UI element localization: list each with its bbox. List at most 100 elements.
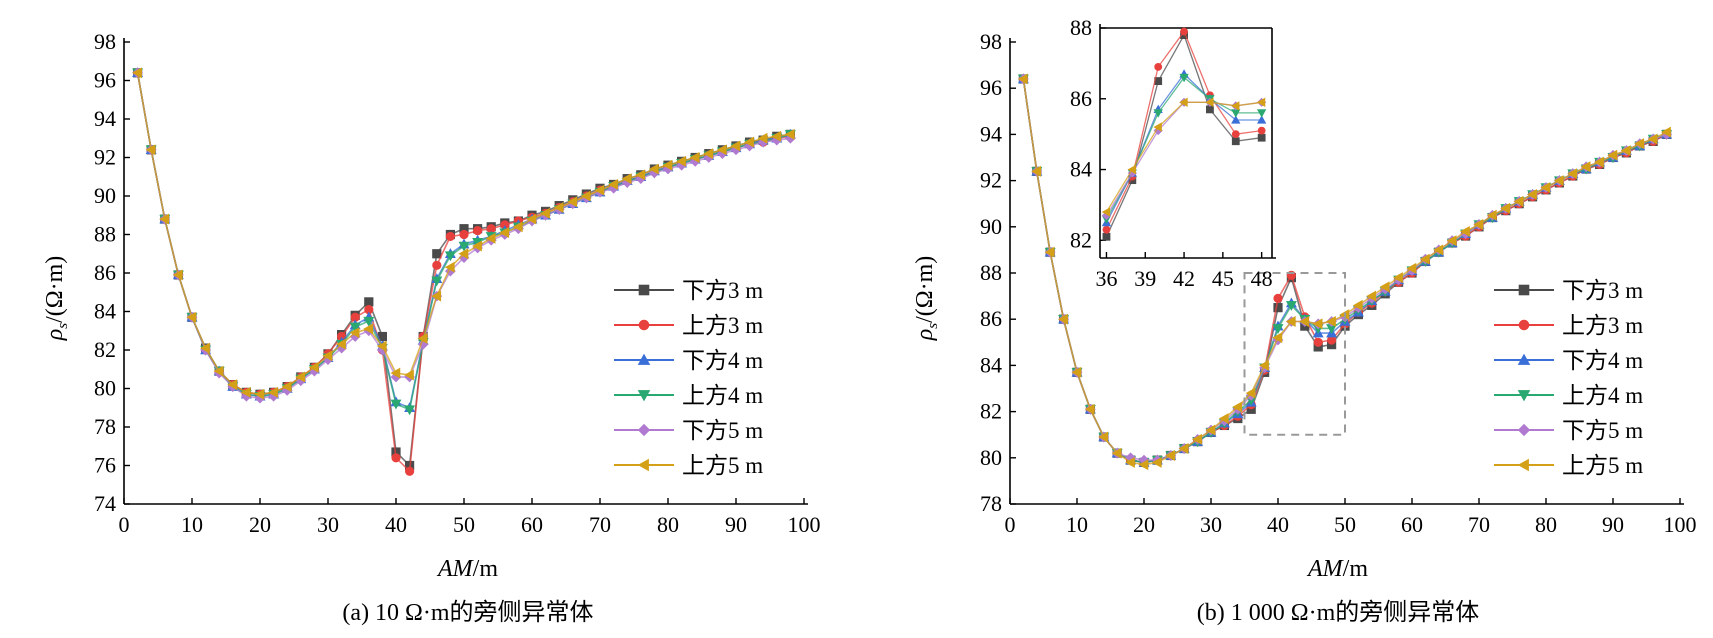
panel-a-data-point [444,261,455,273]
panel-a-data-point [417,332,428,344]
inset-tick-marks [1099,24,1276,259]
panel-a-data-point [391,453,401,463]
panel-a-y-tick-label: 80 [94,376,116,401]
panel-b-data-point [1486,209,1497,221]
panel-a-data-point [580,190,591,202]
panel-b-y-tick-label: 92 [980,168,1002,193]
panel-a-data-point [363,323,374,335]
inset-y-tick-label: 88 [1070,15,1092,40]
legend-label: 上方4 m [682,383,763,408]
panel-a-data-point [689,152,700,163]
legend-label: 上方5 m [682,453,763,478]
panel-a-y-tick-label: 90 [94,183,116,208]
legend-label: 下方3 m [1562,278,1643,303]
panel-b-zoom-box [1243,272,1346,436]
panel-a-x-tick-label: 50 [453,512,475,537]
panel-b-data-point [1513,195,1524,207]
panel-a-data-point [213,365,224,377]
legend-label: 上方3 m [1562,313,1643,338]
panel-b-data-point [1540,182,1551,193]
panel-a-chart: 0 10 20 30 40 50 60 70 80 90 100 74 76 78 80 82 84 86 88 90… [42,29,821,626]
legend-entry-s4d: 下方4 m [614,348,763,373]
panel-b-y-tick-label: 88 [980,260,1002,285]
panel-a-data-point [608,178,618,190]
panel-a-y-tick-label: 98 [94,29,116,54]
panel-a-data-point [459,229,469,240]
legend-marker [638,319,650,331]
inset-x-tick-label: 45 [1212,266,1234,291]
panel-b-y-tick-label: 94 [980,121,1002,146]
panel-b-x-tick-label: 80 [1535,512,1557,537]
panel-a-x-tick-label: 70 [589,512,611,537]
panel-b-data-point [1299,316,1310,327]
inset-data-point [1257,126,1266,135]
legend-marker [637,390,651,402]
panel-a-data-point [472,240,482,252]
panel-a-y-tick-label: 96 [94,68,116,93]
legend-entry-s3u: 上方3 m [1494,313,1643,338]
panel-a-data-point [771,130,782,142]
panel-b-data-point [1473,219,1484,230]
panel-b-data-point [1379,281,1390,293]
panel-a-data-point [336,338,346,350]
panel-b-data-point [1058,313,1068,325]
inset-series-s5u [1101,97,1266,217]
legend-marker [1517,458,1529,472]
panel-a-y-tick-label: 92 [94,145,116,170]
panel-a-tick-labels: 0 10 20 30 40 50 60 70 80 90 100 74 76 78 80 82 84 86 88 90… [94,29,821,537]
panel-b-data-point [1620,145,1631,157]
panel-a-data-point [499,227,510,239]
panel-a-data-point [567,196,578,208]
legend-marker [1518,319,1530,331]
panel-a-x-tick-label: 30 [317,512,339,537]
inset-data-point [1127,164,1136,175]
panel-b-x-tick-label: 60 [1401,512,1423,537]
panel-a-data-point [594,184,605,196]
panel-b-data-point [1567,168,1578,180]
inset-data-point [1102,232,1111,241]
panel-b-data-point [1138,459,1149,471]
panel-b-data-point [1017,73,1028,85]
panel-b-data-point [1165,450,1176,461]
legend-marker [1517,390,1531,402]
panel-b-caption: (b) 1 000 Ω·m的旁侧异常体 [1197,599,1479,626]
panel-a-x-tick-label: 90 [725,512,747,537]
panel-b-data-point [1151,456,1162,468]
panel-b-data-point [1607,149,1618,161]
panel-b-x-axis-label: AM/m [1306,556,1368,582]
panel-a-data-point [132,67,142,79]
panel-b-data-point [1527,189,1537,200]
panel-b-data-point [1205,424,1216,436]
panel-a-data-point [405,466,415,476]
panel-b-y-tick-label: 96 [980,75,1002,100]
inset-data-point [1153,109,1163,118]
panel-a-y-tick-label: 76 [94,453,116,478]
legend-entry-s5d: 下方5 m [1494,418,1643,443]
panel-b-data-point [1661,126,1671,138]
inset-series-layer [1101,27,1267,241]
panel-a-data-point [512,221,523,233]
panel-a-data-point [268,386,278,398]
legend-entry-s4u: 上方4 m [614,383,763,408]
panel-a-y-tick-label: 86 [94,260,116,285]
legend-entry-s3u: 上方3 m [614,313,763,338]
panel-a-y-tick-label: 94 [94,106,116,131]
panel-b-data-point [1553,175,1564,187]
inset-data-point [1179,73,1189,83]
inset-x-tick-label: 39 [1134,266,1156,291]
panel-a-data-point [458,241,470,252]
panel-b-y-axis-label: ρs/(Ω·m) [912,256,941,342]
panel-a-data-point [390,367,401,379]
legend-label: 下方4 m [1562,348,1643,373]
panel-a-data-point [145,144,156,156]
panel-b-data-point [1393,272,1403,284]
panel-a-data-point [757,132,768,144]
panel-b-data-point [1500,202,1511,214]
inset-data-point [1231,130,1240,139]
panel-b-legend: 下方3 m 上方3 m 下方4 m 上方4 m 下方5 m 上方5 m [1494,278,1643,478]
panel-a-data-point [390,399,402,410]
panel-b-data-point [1312,318,1323,330]
panel-b-data-point [1446,235,1457,247]
inset-data-point [1101,207,1111,217]
